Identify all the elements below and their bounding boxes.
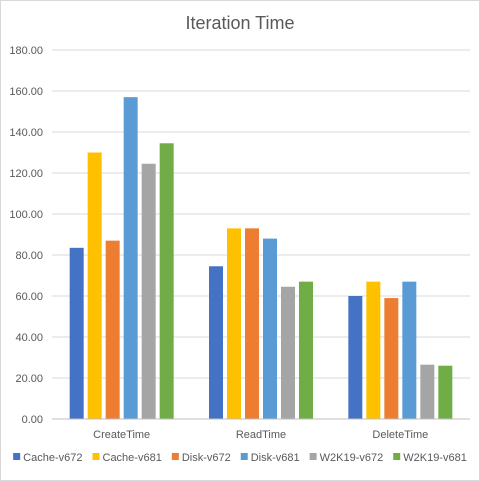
bar-cache-v672-createtime	[69, 247, 84, 419]
y-tick-label: 140.00	[9, 127, 43, 139]
y-tick-label: 100.00	[9, 209, 43, 221]
bar-disk-v672-createtime	[105, 240, 120, 419]
y-tick-label: 60.00	[15, 291, 43, 303]
legend-label: Cache-v672	[23, 452, 82, 464]
bar-disk-v672-readtime	[245, 228, 259, 419]
chart-title: Iteration Time	[185, 13, 294, 33]
y-tick-label: 160.00	[9, 86, 43, 98]
bar-w2k19-v672-createtime	[141, 163, 156, 419]
y-tick-label: 120.00	[9, 168, 43, 180]
legend-swatch	[393, 453, 401, 460]
legend-item: W2K19-v681	[393, 452, 467, 464]
legend-item: W2K19-v672	[309, 452, 384, 464]
y-tick-label: 80.00	[15, 250, 43, 262]
bar-disk-v672-deletetime	[384, 298, 399, 419]
y-tick-label: 40.00	[15, 332, 43, 344]
bar-w2k19-v672-deletetime	[420, 364, 435, 419]
bar-cache-v672-deletetime	[348, 296, 363, 419]
bar-cache-v681-createtime	[87, 152, 102, 419]
legend-swatch	[92, 453, 100, 460]
legend-item: Cache-v681	[92, 452, 162, 464]
bar-disk-v681-createtime	[123, 97, 138, 420]
x-tick-label: CreateTime	[93, 429, 150, 441]
legend-swatch	[309, 453, 317, 460]
bar-cache-v681-readtime	[227, 228, 241, 419]
legend-item: Disk-v672	[171, 452, 231, 464]
legend-label: Cache-v681	[103, 452, 162, 464]
legend-item: Disk-v681	[240, 452, 300, 464]
legend-swatch	[171, 453, 179, 460]
legend-label: W2K19-v681	[403, 452, 467, 464]
y-tick-label: 0.00	[22, 414, 43, 426]
bar-disk-v681-deletetime	[402, 281, 417, 419]
y-tick-label: 20.00	[15, 373, 43, 385]
y-tick-label: 180.00	[9, 45, 43, 57]
legend-item: Cache-v672	[13, 452, 83, 464]
bar-w2k19-v681-createtime	[159, 143, 174, 419]
bar-cache-v681-deletetime	[366, 281, 381, 419]
bar-disk-v681-readtime	[263, 238, 277, 419]
x-tick-label: DeleteTime	[372, 429, 428, 441]
legend-swatch	[240, 453, 248, 460]
bar-w2k19-v681-deletetime	[438, 365, 453, 419]
legend: Cache-v672 Cache-v681 Disk-v672 Disk-v681 W2…	[13, 452, 467, 464]
bar-cache-v672-readtime	[209, 266, 223, 419]
legend-label: W2K19-v672	[320, 452, 384, 464]
legend-label: Disk-v681	[251, 452, 300, 464]
legend-label: Disk-v672	[182, 452, 231, 464]
x-tick-label: ReadTime	[236, 429, 286, 441]
bar-w2k19-v672-readtime	[281, 286, 295, 419]
legend-swatch	[13, 453, 21, 460]
bars	[69, 97, 453, 420]
y-axis: 0.00 20.00 40.00 60.00 80.00 100.00 120.00 140.…	[9, 45, 43, 426]
gridlines	[52, 49, 470, 379]
x-axis: CreateTime ReadTime DeleteTime	[52, 418, 470, 441]
bar-w2k19-v681-readtime	[299, 281, 313, 419]
